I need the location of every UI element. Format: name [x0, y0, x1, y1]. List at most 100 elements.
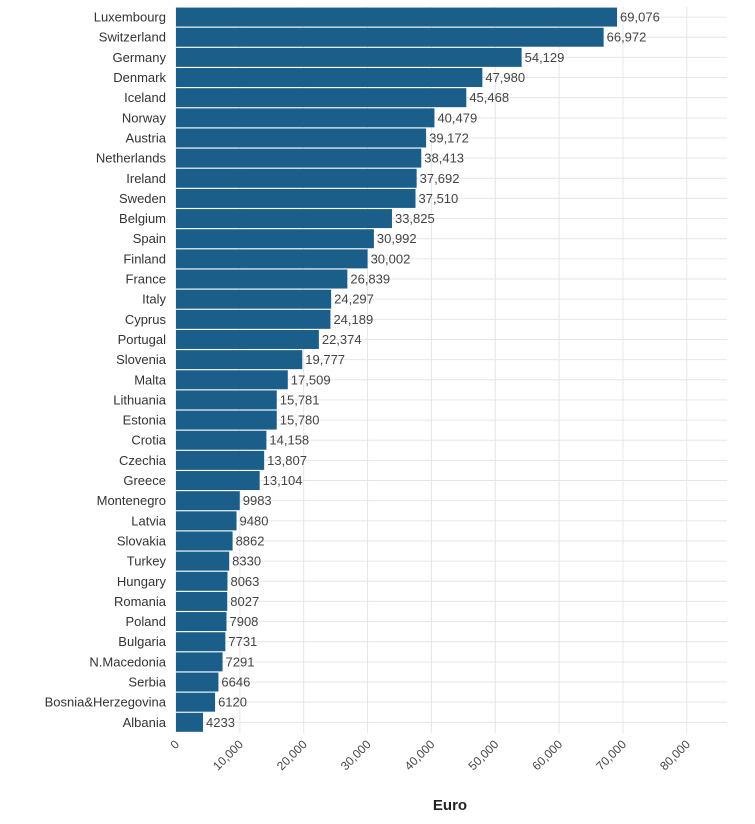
category-label: Finland: [123, 251, 166, 266]
value-label: 7731: [228, 634, 257, 649]
x-tick-label: 0: [167, 737, 182, 752]
bar-21: [176, 430, 267, 450]
value-label: 19,777: [305, 352, 345, 367]
x-axis-ticks: 0 10,000 20,000 30,000 40,000 50,000 60,000 70,…: [167, 737, 693, 773]
value-label: 38,413: [424, 151, 464, 166]
value-label: 66,972: [607, 30, 647, 45]
category-label: Iceland: [124, 90, 166, 105]
bar-13: [176, 269, 348, 289]
value-label: 7291: [226, 654, 255, 669]
category-label: Sweden: [119, 191, 166, 206]
category-label: Malta: [134, 372, 167, 387]
category-label: Bulgaria: [118, 634, 166, 649]
category-label: Italy: [142, 292, 166, 307]
category-label: Romania: [114, 594, 167, 609]
category-label: Norway: [122, 110, 167, 125]
category-label: Denmark: [113, 70, 166, 85]
bar-34: [176, 692, 216, 712]
bar-30: [176, 612, 227, 632]
value-label: 14,158: [269, 433, 309, 448]
value-label: 26,839: [350, 272, 390, 287]
x-tick-label: 10,000: [210, 737, 246, 773]
category-label: Austria: [126, 130, 167, 145]
bar-4: [176, 88, 467, 108]
value-label: 24,189: [333, 312, 373, 327]
bars: [176, 7, 618, 732]
x-axis-title: Euro: [433, 797, 467, 814]
value-label: 6120: [218, 695, 247, 710]
value-label: 7908: [229, 614, 258, 629]
value-label: 24,297: [334, 292, 374, 307]
value-label: 4233: [206, 715, 235, 730]
value-label: 22,374: [322, 332, 362, 347]
value-label: 13,807: [267, 453, 307, 468]
bar-33: [176, 672, 219, 692]
bar-17: [176, 350, 303, 370]
x-tick-label: 30,000: [338, 737, 374, 773]
value-label: 45,468: [469, 90, 509, 105]
value-label: 40,479: [437, 110, 477, 125]
bar-11: [176, 229, 374, 249]
bar-12: [176, 249, 368, 269]
bar-6: [176, 128, 427, 148]
bar-19: [176, 390, 277, 410]
category-label: Lithuania: [113, 392, 167, 407]
bar-26: [176, 531, 233, 551]
value-label: 9983: [243, 493, 272, 508]
category-label: Poland: [126, 614, 166, 629]
x-tick-label: 80,000: [657, 737, 693, 773]
bar-3: [176, 68, 483, 88]
x-tick-label: 20,000: [274, 737, 310, 773]
value-label: 8862: [236, 533, 265, 548]
category-label: Spain: [133, 231, 166, 246]
category-label: Luxembourg: [94, 10, 166, 25]
value-label: 37,692: [420, 171, 460, 186]
value-label: 15,781: [280, 392, 320, 407]
bar-29: [176, 591, 228, 611]
category-label: Albania: [123, 715, 167, 730]
bar-0: [176, 7, 618, 27]
bar-20: [176, 410, 277, 430]
value-label: 8063: [230, 574, 259, 589]
category-label: Portugal: [118, 332, 167, 347]
category-label: Montenegro: [97, 493, 166, 508]
category-label: N.Macedonia: [89, 654, 166, 669]
bar-23: [176, 471, 260, 491]
bar-8: [176, 168, 417, 188]
category-label: Hungary: [117, 574, 167, 589]
bar-35: [176, 712, 204, 732]
category-label: Turkey: [127, 554, 167, 569]
bar-25: [176, 511, 237, 531]
category-label: Slovenia: [116, 352, 167, 367]
x-tick-label: 50,000: [466, 737, 502, 773]
bar-27: [176, 551, 230, 571]
category-label: Switzerland: [99, 30, 166, 45]
category-label: Ireland: [126, 171, 166, 186]
bar-18: [176, 370, 288, 390]
bar-2: [176, 47, 522, 67]
value-label: 47,980: [485, 70, 525, 85]
bar-32: [176, 652, 223, 672]
bar-10: [176, 209, 392, 229]
value-label: 17,509: [291, 372, 331, 387]
value-label: 8027: [230, 594, 259, 609]
category-label: Bosnia&Herzegovina: [45, 695, 167, 710]
value-label: 13,104: [263, 473, 303, 488]
value-label: 33,825: [395, 211, 435, 226]
value-label: 37,510: [419, 191, 459, 206]
bar-1: [176, 27, 604, 47]
bar-16: [176, 329, 319, 349]
x-tick-label: 70,000: [593, 737, 629, 773]
bar-15: [176, 309, 331, 329]
value-label: 54,129: [525, 50, 565, 65]
bar-7: [176, 148, 422, 168]
category-label: Slovakia: [117, 533, 167, 548]
value-label: 6646: [221, 675, 250, 690]
category-label: Crotia: [131, 433, 166, 448]
category-label: Belgium: [119, 211, 166, 226]
x-tick-label: 60,000: [529, 737, 565, 773]
category-label: Estonia: [123, 413, 167, 428]
category-label: Netherlands: [96, 151, 167, 166]
